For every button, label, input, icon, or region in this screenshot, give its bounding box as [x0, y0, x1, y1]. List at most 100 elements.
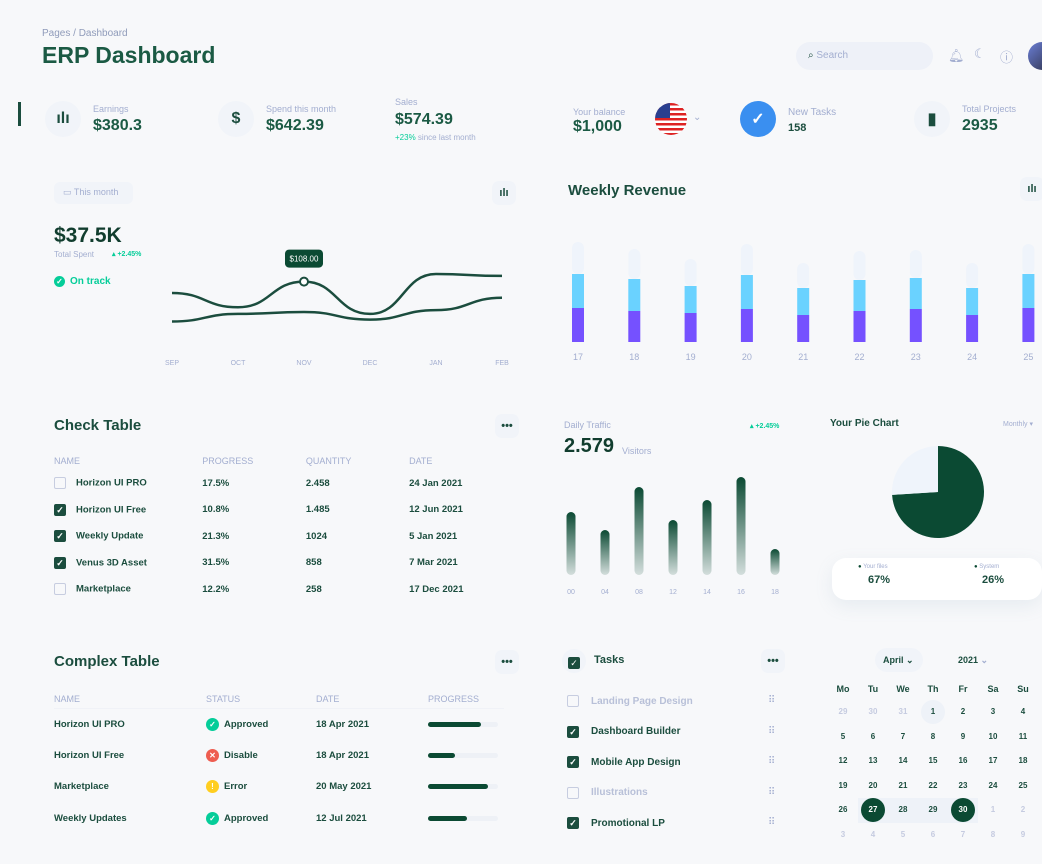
bar-segment — [1022, 308, 1035, 342]
calendar-day[interactable]: 30 — [948, 798, 978, 823]
period-select[interactable]: Monthly ▾ — [1003, 421, 1033, 428]
calendar-day[interactable]: 10 — [978, 725, 1008, 750]
calendar-day[interactable]: 6 — [858, 725, 888, 750]
row-progress: 12.2% — [202, 583, 230, 595]
row-checkbox[interactable]: ✓ — [54, 530, 66, 543]
calendar-day[interactable]: 4 — [858, 823, 888, 848]
calendar-day[interactable]: 1 — [978, 798, 1008, 823]
task-item[interactable]: Illustrations — [567, 786, 648, 799]
calendar-day[interactable]: 13 — [858, 749, 888, 774]
chart-options-button[interactable]: ılı — [1020, 177, 1042, 201]
calendar-day[interactable]: 30 — [858, 700, 888, 725]
task-checkbox[interactable]: ✓ — [567, 756, 579, 768]
calendar-day[interactable]: 5 — [828, 725, 858, 750]
year-select[interactable]: 2021 ⌄ — [958, 655, 989, 665]
period-button[interactable]: ▭ This month — [54, 182, 133, 204]
more-button[interactable]: ••• — [761, 649, 785, 673]
calendar-day[interactable]: 29 — [828, 700, 858, 725]
chevron-down-icon[interactable]: ⌄ — [693, 112, 702, 123]
sidebar-handle[interactable] — [18, 102, 21, 126]
row-date: 20 May 2021 — [316, 781, 372, 793]
calendar-day[interactable]: 20 — [858, 774, 888, 799]
task-checkbox[interactable] — [567, 786, 579, 799]
calendar-day[interactable]: 11 — [1008, 725, 1038, 750]
chart-options-button[interactable]: ılı — [492, 181, 516, 205]
day-number: 22 — [928, 780, 938, 790]
info-icon[interactable]: ⓘ — [1000, 50, 1014, 65]
row-checkbox[interactable] — [54, 477, 66, 490]
row-checkbox[interactable]: ✓ — [54, 556, 66, 569]
task-item[interactable]: ✓ Mobile App Design — [567, 756, 681, 768]
task-item[interactable]: ✓ Promotional LP — [567, 817, 665, 829]
month-select[interactable]: April ⌄ — [875, 648, 923, 672]
calendar-day[interactable]: 27 — [858, 798, 888, 823]
calendar-day[interactable]: 18 — [1008, 749, 1038, 774]
calendar-day[interactable]: 24 — [978, 774, 1008, 799]
drag-handle-icon[interactable]: ⠿ — [768, 695, 775, 706]
search-input[interactable]: ⌕ Search — [796, 42, 933, 70]
column-header[interactable]: QUANTITY — [305, 456, 352, 466]
drag-handle-icon[interactable]: ⠿ — [768, 725, 775, 737]
more-icon: ••• — [767, 655, 779, 667]
column-header[interactable]: PROGRESS — [428, 693, 480, 704]
task-checkbox[interactable]: ✓ — [567, 725, 579, 738]
row-checkbox[interactable]: ✓ — [54, 503, 66, 516]
more-button[interactable]: ••• — [495, 650, 519, 674]
traffic-bar — [702, 500, 712, 575]
calendar-day[interactable]: 26 — [828, 798, 858, 823]
data-point[interactable] — [299, 276, 309, 287]
task-checkbox[interactable]: ✓ — [567, 817, 579, 829]
calendar-day[interactable]: 14 — [888, 749, 918, 774]
calendar-day[interactable]: 19 — [828, 774, 858, 799]
column-header[interactable]: PROGRESS — [202, 456, 254, 466]
traffic-bar — [566, 512, 576, 575]
traffic-bar — [634, 487, 644, 575]
column-header[interactable]: DATE — [316, 693, 340, 704]
calendar-day[interactable]: 28 — [888, 798, 918, 823]
calendar-day[interactable]: 5 — [888, 823, 918, 848]
calendar-day[interactable]: 1 — [918, 700, 948, 725]
avatar[interactable] — [1028, 42, 1042, 70]
drag-handle-icon[interactable]: ⠿ — [768, 756, 775, 767]
bell-icon[interactable]: 🔔︎ — [948, 48, 965, 63]
calendar-day[interactable]: 8 — [918, 725, 948, 750]
weekday-label: Tu — [867, 684, 879, 694]
column-header[interactable]: DATE — [409, 456, 433, 466]
calendar-day[interactable]: 4 — [1008, 700, 1038, 725]
calendar-day[interactable]: 12 — [828, 749, 858, 774]
calendar-day[interactable]: 15 — [918, 749, 948, 774]
calendar-day[interactable]: 8 — [978, 823, 1008, 848]
calendar-day[interactable]: 22 — [918, 774, 948, 799]
day-number: 1 — [921, 700, 945, 725]
calendar-day[interactable]: 16 — [948, 749, 978, 774]
calendar-day[interactable]: 23 — [948, 774, 978, 799]
column-header[interactable]: NAME — [54, 693, 81, 704]
calendar-day[interactable]: 2 — [948, 700, 978, 725]
drag-handle-icon[interactable]: ⠿ — [768, 786, 775, 798]
calendar-day[interactable]: 3 — [978, 700, 1008, 725]
calendar-day[interactable]: 21 — [888, 774, 918, 799]
calendar-day[interactable]: 3 — [828, 823, 858, 848]
x-tick-label: 20 — [742, 352, 752, 362]
more-button[interactable]: ••• — [495, 414, 519, 438]
column-header[interactable]: NAME — [54, 456, 81, 466]
us-flag-icon[interactable] — [655, 103, 687, 135]
column-header[interactable]: STATUS — [206, 693, 241, 704]
calendar-day[interactable]: 9 — [1008, 823, 1038, 848]
moon-icon[interactable]: ☾ — [974, 46, 986, 61]
calendar-day[interactable]: 9 — [948, 725, 978, 750]
calendar-day[interactable]: 31 — [888, 700, 918, 725]
drag-handle-icon[interactable]: ⠿ — [768, 817, 775, 828]
calendar-day[interactable]: 7 — [948, 823, 978, 848]
task-checkbox[interactable] — [567, 695, 579, 707]
calendar-day[interactable]: 17 — [978, 749, 1008, 774]
calendar-day[interactable]: 29 — [918, 798, 948, 823]
task-item[interactable]: Landing Page Design — [567, 695, 693, 707]
row-checkbox[interactable] — [54, 583, 66, 596]
day-number: 9 — [960, 731, 966, 741]
calendar-day[interactable]: 7 — [888, 725, 918, 750]
calendar-day[interactable]: 25 — [1008, 774, 1038, 799]
calendar-day[interactable]: 2 — [1008, 798, 1038, 823]
calendar-day[interactable]: 6 — [918, 823, 948, 848]
task-item[interactable]: ✓ Dashboard Builder — [567, 725, 680, 738]
